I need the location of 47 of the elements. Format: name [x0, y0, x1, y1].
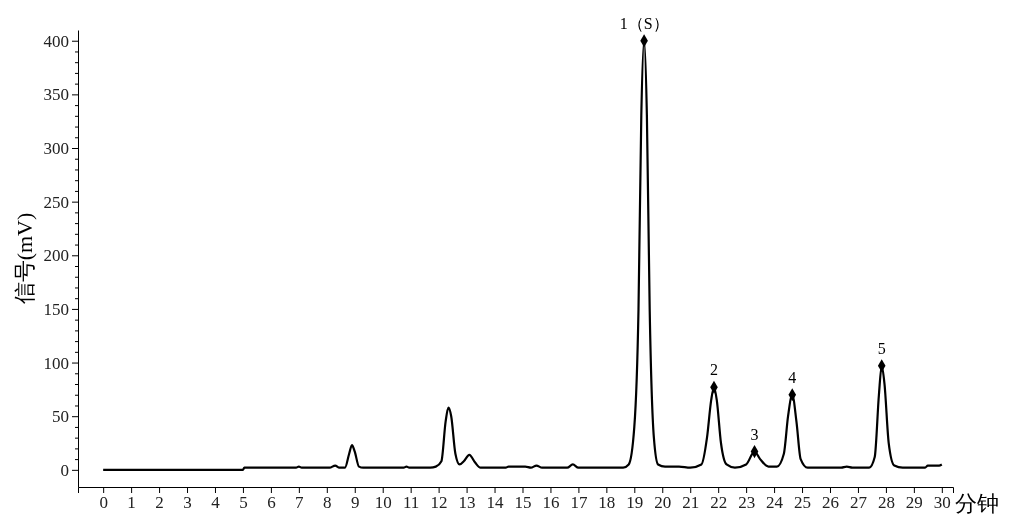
x-tick-label: 17 [570, 493, 588, 513]
y-tick-label: 50 [52, 407, 69, 427]
x-tick-label: 9 [351, 493, 360, 513]
y-tick-label: 100 [43, 353, 69, 373]
x-tick-label: 23 [738, 493, 756, 513]
annotation: 1（S） [619, 14, 669, 32]
x-tick-label: 4 [211, 493, 221, 513]
y-tick-label: 300 [43, 138, 69, 158]
x-tick-label: 19 [626, 493, 644, 513]
y-axis-title: 信号(mV) [12, 212, 37, 305]
y-tick-label: 400 [43, 31, 69, 51]
x-tick-label: 14 [486, 493, 505, 513]
y-tick-label: 200 [43, 246, 69, 266]
x-tick-label: 27 [849, 493, 868, 513]
x-tick-label: 28 [877, 493, 895, 513]
x-axis-title: 分钟 [955, 491, 999, 516]
x-tick-label: 13 [458, 493, 476, 513]
annotation: 3 [750, 425, 759, 443]
x-tick-label: 20 [654, 493, 672, 513]
x-tick-label: 15 [514, 493, 532, 513]
x-tick-label: 26 [822, 493, 839, 513]
x-tick-label: 10 [374, 493, 392, 513]
x-tick-label: 12 [430, 493, 448, 513]
x-tick-label: 6 [267, 493, 276, 513]
x-tick-label: 30 [933, 493, 951, 513]
x-tick-label: 7 [295, 493, 305, 513]
x-tick-label: 8 [323, 493, 332, 513]
x-tick-label: 29 [905, 493, 923, 513]
x-tick-label: 25 [794, 493, 812, 513]
x-tick-label: 1 [127, 493, 136, 513]
y-tick-label: 0 [60, 460, 69, 480]
x-tick-label: 24 [766, 493, 784, 513]
annotation: 2 [709, 361, 718, 379]
annotation: 5 [877, 339, 886, 357]
x-tick-label: 18 [598, 493, 616, 513]
x-tick-label: 0 [99, 493, 108, 513]
y-tick-label: 250 [43, 192, 69, 212]
x-tick-label: 21 [682, 493, 700, 513]
x-tick-label: 3 [183, 493, 192, 513]
y-tick-label: 350 [43, 85, 69, 105]
x-tick-label: 5 [239, 493, 248, 513]
x-tick-label: 16 [542, 493, 560, 513]
x-tick-label: 11 [402, 493, 420, 513]
x-tick-label: 2 [155, 493, 164, 513]
x-tick-label: 22 [710, 493, 728, 513]
y-tick-label: 150 [43, 299, 69, 319]
annotation: 4 [788, 368, 797, 386]
